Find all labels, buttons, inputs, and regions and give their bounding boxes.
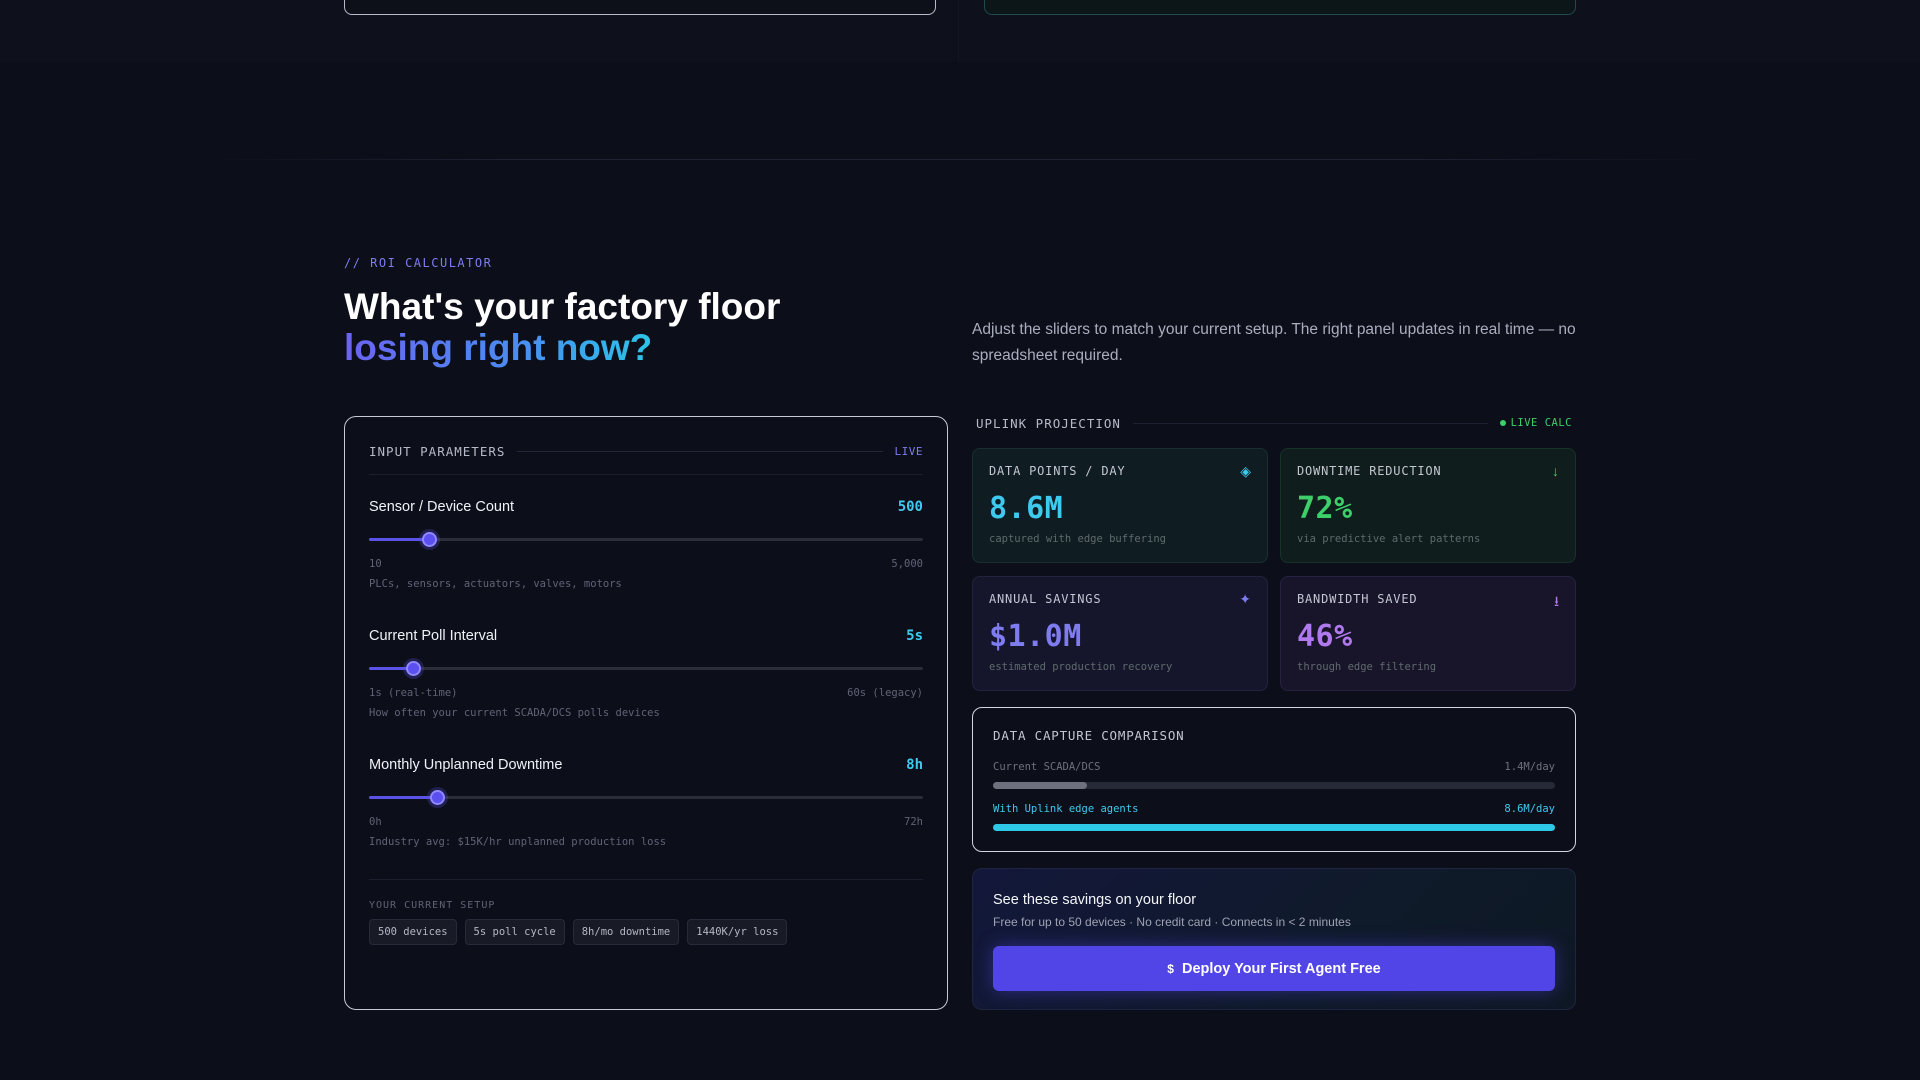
projection-label: UPLINK PROJECTION [976, 415, 1121, 431]
param-device-count: Sensor / Device Count 500 10 5,000 PLCs,… [369, 499, 923, 619]
setup-tag: 500 devices [369, 919, 457, 945]
cta-subtitle: Free for up to 50 devices · No credit ca… [993, 915, 1351, 929]
metric-data-points: DATA POINTS / DAY ◈ 8.6M captured with e… [972, 448, 1268, 563]
headline-line-2: losing right now? [344, 327, 653, 368]
input-parameters-panel: INPUT PARAMETERS LIVE Sensor / Device Co… [344, 416, 948, 1010]
metric-note: via predictive alert patterns [1297, 533, 1481, 545]
cta-panel: See these savings on your floor Free for… [972, 868, 1576, 1010]
input-panel-header: INPUT PARAMETERS LIVE [369, 441, 923, 461]
metric-note: captured with edge buffering [989, 533, 1167, 545]
live-calc-text: LIVE CALC [1510, 417, 1572, 429]
live-dot-icon [1499, 420, 1506, 426]
param-poll-interval: Current Poll Interval 5s 1s (real-time) … [369, 628, 923, 748]
dollar-icon: $ [1167, 961, 1174, 976]
live-calc-badge: LIVE CALC [1499, 417, 1572, 429]
headline-line-1: What's your factory floor [344, 286, 781, 327]
param-hint: PLCs, sensors, actuators, valves, motors [369, 578, 622, 590]
setup-separator [369, 879, 923, 880]
comparison-bar-fill [993, 824, 1555, 831]
metric-note: through edge filtering [1297, 661, 1437, 673]
metric-label: BANDWIDTH SAVED [1297, 592, 1418, 606]
slider-thumb[interactable] [429, 790, 445, 805]
sparkle-icon: ✦ [1239, 591, 1251, 607]
slider-fill [369, 796, 438, 799]
param-value: 8h [906, 757, 923, 773]
comparison-row-value: 8.6M/day [1504, 803, 1555, 815]
slider-track [369, 667, 923, 670]
cta-title: See these savings on your floor [993, 892, 1197, 908]
param-value: 5s [906, 628, 923, 644]
metric-note: estimated production recovery [989, 661, 1173, 673]
slider-max-label: 5,000 [891, 558, 923, 570]
setup-tag: 8h/mo downtime [572, 919, 680, 945]
deploy-agent-button-label: Deploy Your First Agent Free [1181, 960, 1381, 977]
slider-fill [369, 538, 430, 541]
device-count-slider[interactable] [369, 529, 923, 549]
divider [958, 0, 959, 62]
slider-track [369, 538, 923, 541]
comparison-bar-current [993, 782, 1555, 789]
metric-value: 72% [1297, 491, 1353, 526]
slider-track [369, 796, 923, 799]
data-capture-comparison: DATA CAPTURE COMPARISON Current SCADA/DC… [972, 707, 1576, 852]
comparison-bar-uplink [993, 824, 1555, 831]
comparison-title: DATA CAPTURE COMPARISON [993, 728, 1185, 743]
param-hint: How often your current SCADA/DCS polls d… [369, 707, 660, 719]
slider-min-label: 1s (real-time) [369, 687, 458, 699]
section-divider [200, 159, 1720, 160]
intro-text: Adjust the sliders to match your current… [972, 321, 1576, 364]
setup-tag: 1440K/yr loss [687, 919, 788, 945]
param-title: Monthly Unplanned Downtime [369, 757, 563, 773]
param-hint: Industry avg: $15K/hr unplanned producti… [369, 836, 667, 848]
metric-bandwidth-saved: BANDWIDTH SAVED ⭳ 46% through edge filte… [1280, 576, 1576, 691]
slider-max-label: 60s (legacy) [847, 687, 923, 699]
slider-thumb[interactable] [405, 661, 421, 676]
metric-label: DOWNTIME REDUCTION [1297, 464, 1442, 478]
section-eyebrow: // ROI CALCULATOR [344, 256, 493, 270]
current-setup-tags: 500 devices 5s poll cycle 8h/mo downtime… [369, 919, 788, 945]
projection-header: UPLINK PROJECTION LIVE CALC [972, 414, 1576, 432]
comparison-row-label: Current SCADA/DCS [993, 761, 1101, 773]
metric-value: $1.0M [989, 619, 1082, 654]
header-rule [517, 450, 883, 452]
poll-interval-slider[interactable] [369, 658, 923, 678]
arrow-down-icon: ↓ [1552, 463, 1559, 479]
slider-fill [369, 667, 414, 670]
downtime-slider[interactable] [369, 787, 923, 807]
previous-card-left [344, 0, 936, 15]
param-monthly-downtime: Monthly Unplanned Downtime 8h 0h 72h Ind… [369, 757, 923, 877]
input-panel-label: INPUT PARAMETERS [369, 443, 506, 459]
comparison-row-value: 1.4M/day [1504, 761, 1555, 773]
previous-card-right [984, 0, 1576, 15]
slider-max-label: 72h [904, 816, 923, 828]
metric-annual-savings: ANNUAL SAVINGS ✦ $1.0M estimated product… [972, 576, 1268, 691]
param-title: Current Poll Interval [369, 628, 498, 644]
current-setup-label: YOUR CURRENT SETUP [369, 900, 496, 911]
download-arrow-icon: ⭳ [1554, 593, 1559, 609]
deploy-agent-button[interactable]: $ Deploy Your First Agent Free [993, 946, 1555, 991]
setup-tag: 5s poll cycle [464, 919, 565, 945]
header-rule [1132, 422, 1488, 424]
param-title: Sensor / Device Count [369, 499, 515, 515]
slider-min-label: 0h [369, 816, 382, 828]
previous-section [0, 0, 1920, 62]
metric-value: 8.6M [989, 491, 1064, 526]
live-badge: LIVE [894, 444, 923, 458]
param-value: 500 [897, 499, 923, 515]
metric-downtime-reduction: DOWNTIME REDUCTION ↓ 72% via predictive … [1280, 448, 1576, 563]
page-title: What's your factory floor losing right n… [344, 286, 780, 368]
slider-thumb[interactable] [422, 532, 438, 547]
comparison-row-label: With Uplink edge agents [993, 803, 1139, 815]
slider-min-label: 10 [369, 558, 382, 570]
comparison-bar-fill [993, 782, 1087, 789]
metric-label: DATA POINTS / DAY [989, 464, 1126, 478]
diamond-icon: ◈ [1240, 463, 1251, 479]
panel-separator [369, 474, 923, 475]
metric-value: 46% [1297, 619, 1353, 654]
metric-label: ANNUAL SAVINGS [989, 592, 1102, 606]
